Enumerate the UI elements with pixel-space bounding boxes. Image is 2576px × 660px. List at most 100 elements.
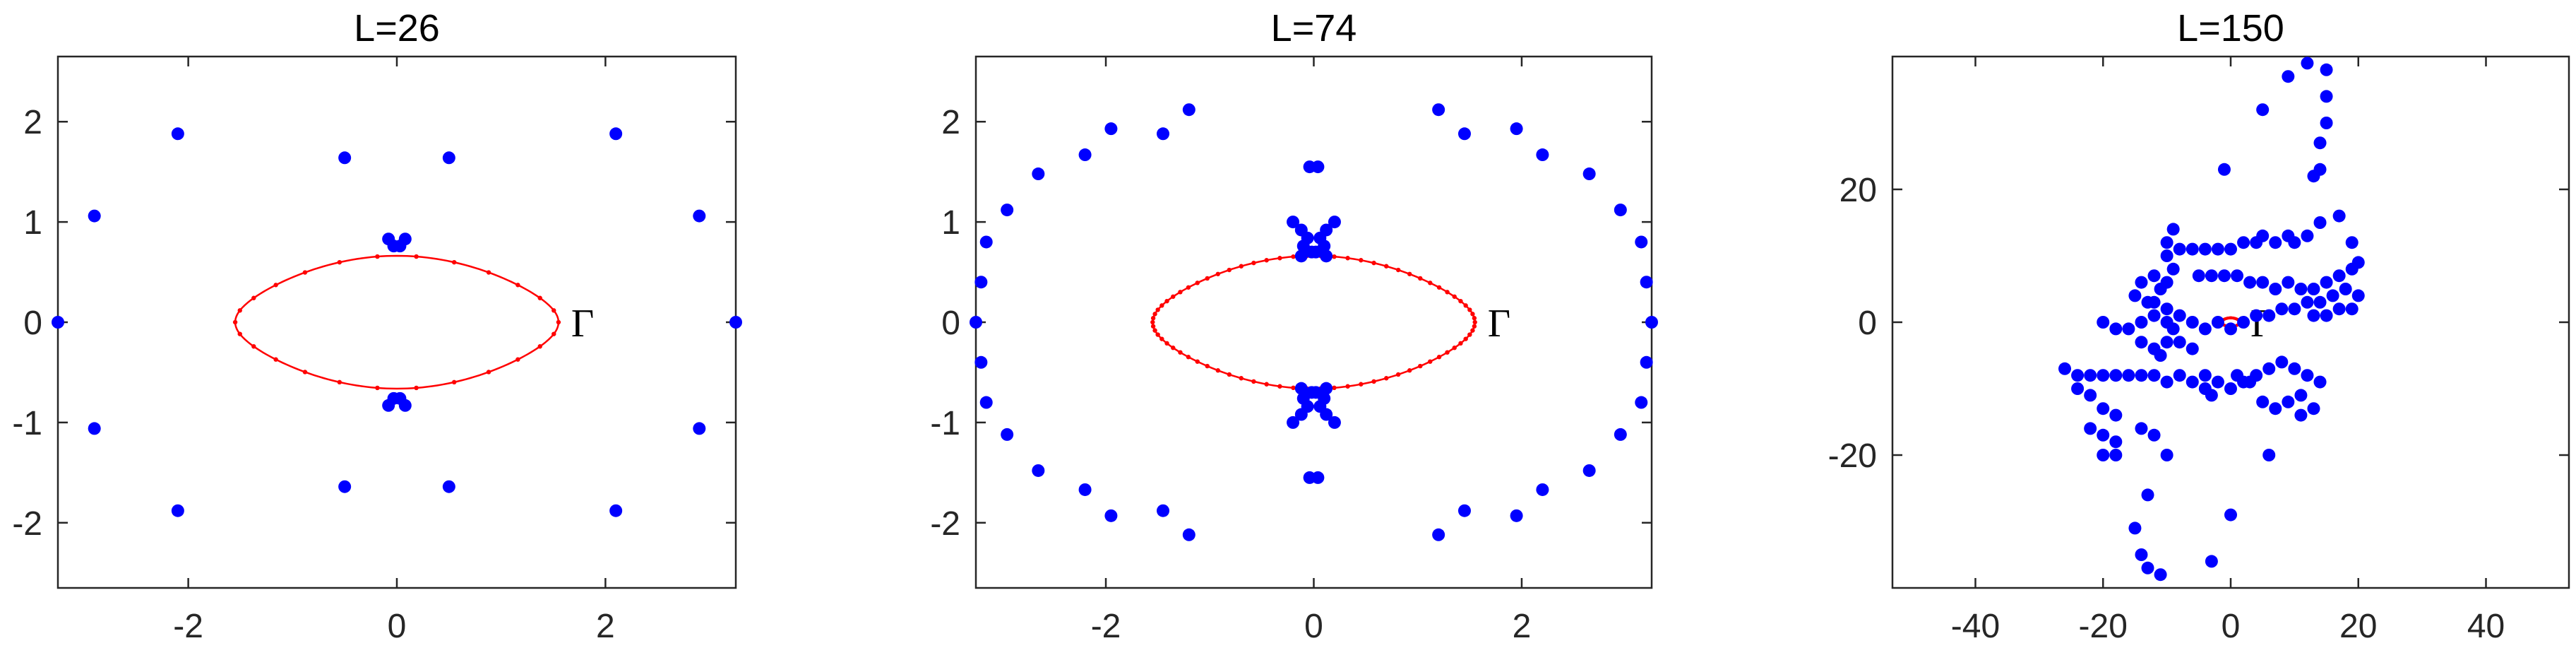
- data-point: [2256, 103, 2270, 117]
- gamma-node: [1467, 332, 1472, 337]
- data-point: [1287, 416, 1300, 429]
- data-point: [1311, 160, 1325, 174]
- gamma-node: [1395, 372, 1401, 377]
- data-point: [2262, 309, 2276, 322]
- data-point: [2097, 428, 2110, 442]
- data-point: [2173, 336, 2186, 349]
- data-point: [2198, 322, 2212, 336]
- data-point: [2097, 449, 2110, 461]
- data-point: [2320, 276, 2333, 289]
- data-point: [2351, 256, 2365, 269]
- data-point: [2224, 508, 2237, 521]
- data-point: [2256, 229, 2270, 242]
- gamma-node: [1445, 290, 1450, 295]
- gamma-node: [451, 259, 457, 265]
- data-point: [2084, 369, 2097, 382]
- data-point: [2301, 229, 2314, 242]
- gamma-node: [1463, 303, 1468, 308]
- gamma-node: [1215, 271, 1221, 276]
- gamma-label: Γ: [1488, 302, 1510, 346]
- gamma-node: [302, 370, 308, 375]
- data-point: [2339, 283, 2352, 295]
- data-point: [2122, 369, 2135, 382]
- data-point: [970, 316, 982, 329]
- data-point: [2307, 283, 2320, 295]
- x-tick-label: 20: [2339, 608, 2377, 645]
- data-point: [1635, 396, 1648, 409]
- data-point: [2288, 236, 2301, 249]
- gamma-node: [486, 370, 491, 375]
- gamma-node: [1332, 254, 1337, 259]
- gamma-node: [1384, 264, 1389, 269]
- data-point: [2224, 322, 2237, 336]
- data-point: [2141, 295, 2154, 309]
- data-point: [1294, 382, 1308, 395]
- gamma-node: [375, 254, 380, 259]
- gamma-node: [1407, 368, 1412, 373]
- data-point: [1328, 416, 1341, 429]
- data-point: [2160, 449, 2174, 461]
- gamma-node: [551, 331, 556, 336]
- gamma-node: [251, 295, 256, 300]
- gamma-node: [1472, 319, 1477, 325]
- data-point: [2147, 269, 2161, 283]
- data-point: [1536, 483, 1549, 496]
- gamma-label: Γ: [2250, 302, 2273, 346]
- data-point: [2097, 316, 2110, 329]
- data-point: [1320, 249, 1333, 263]
- panel-l74: -2 0 2 2 1 0 -1 -2 L=74 Γ: [930, 7, 1658, 645]
- data-point: [2186, 242, 2199, 256]
- y-tick-label: -1: [930, 405, 960, 442]
- y-tick-label: -2: [930, 505, 960, 543]
- gamma-node: [1178, 290, 1183, 295]
- gamma-node: [1359, 382, 1364, 387]
- data-point: [2320, 309, 2333, 322]
- gamma-node: [1264, 258, 1269, 263]
- data-point: [1311, 471, 1325, 484]
- gamma-node: [1264, 382, 1269, 387]
- data-point: [729, 316, 742, 329]
- gamma-node: [1467, 307, 1472, 312]
- y-tick-label: 1: [941, 204, 960, 242]
- x-tick-label: 40: [2467, 608, 2505, 645]
- data-point: [2198, 242, 2212, 256]
- data-point: [2211, 242, 2224, 256]
- gamma-label: Γ: [571, 302, 594, 346]
- data-point: [393, 240, 407, 253]
- data-point: [2224, 382, 2237, 395]
- data-point: [1614, 204, 1627, 217]
- x-tick-label: 2: [1513, 608, 1532, 645]
- gamma-node: [1195, 359, 1200, 364]
- gamma-node: [1291, 254, 1296, 259]
- data-point: [2250, 309, 2263, 322]
- gamma-node: [1470, 328, 1475, 333]
- gamma-node: [551, 308, 556, 313]
- gamma-node: [337, 259, 342, 265]
- data-point: [2320, 117, 2333, 129]
- gamma-node: [1251, 260, 1256, 266]
- data-point: [2166, 322, 2180, 336]
- y-tick-label: -2: [12, 505, 42, 543]
- gamma-node: [1371, 260, 1376, 266]
- gamma-node: [1159, 303, 1164, 308]
- data-point: [442, 480, 455, 493]
- data-point: [2147, 428, 2161, 442]
- data-point: [1457, 504, 1471, 517]
- data-point: [2128, 289, 2142, 302]
- data-point: [2326, 289, 2339, 302]
- data-point: [88, 209, 101, 223]
- gamma-node: [1159, 336, 1164, 341]
- data-point: [1078, 483, 1092, 496]
- data-point: [1078, 148, 1092, 162]
- x-tick-label: -2: [173, 608, 203, 645]
- data-point: [442, 151, 455, 165]
- data-point: [1640, 355, 1653, 369]
- data-point: [2071, 382, 2085, 395]
- data-point: [1032, 167, 1045, 181]
- gamma-node: [375, 385, 380, 391]
- gamma-node: [1418, 276, 1423, 281]
- axes-box: [56, 55, 737, 589]
- gamma-node: [414, 385, 419, 391]
- x-tick-label: -40: [1951, 608, 2000, 645]
- data-point: [2217, 163, 2231, 176]
